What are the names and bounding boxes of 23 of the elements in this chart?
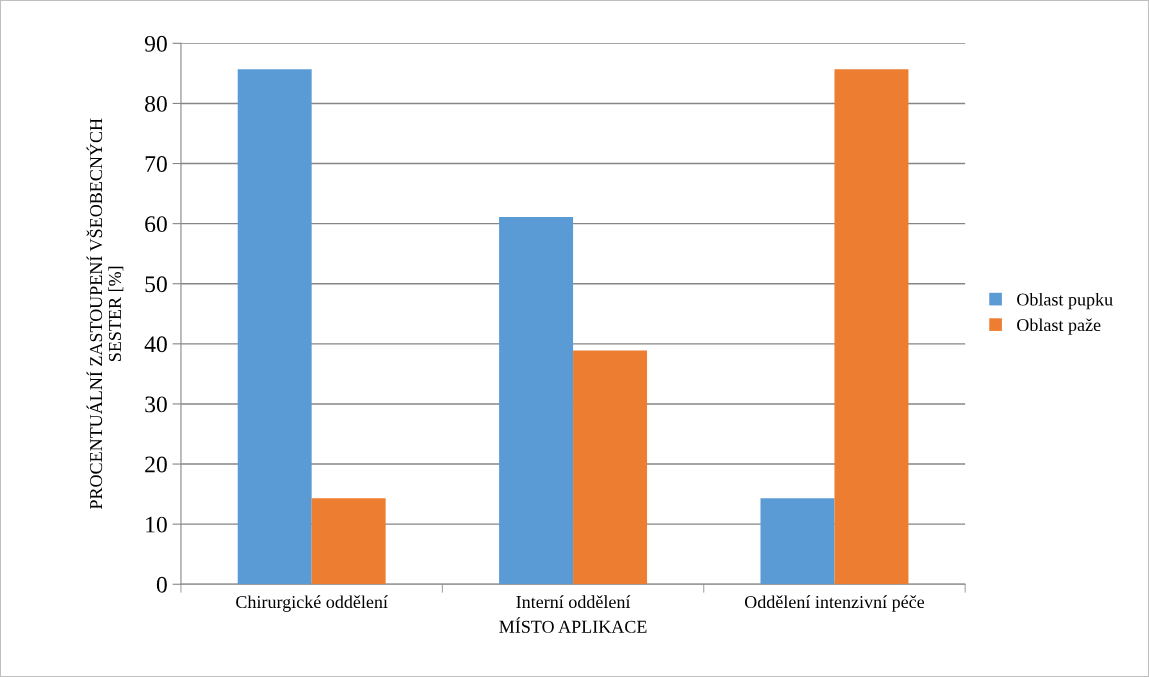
y-tick-label: 0 <box>156 576 167 593</box>
y-tick-label: 50 <box>145 276 167 293</box>
y-tick-label: 40 <box>144 336 167 353</box>
legend-label: Oblast paže <box>1017 318 1101 335</box>
bar <box>311 498 386 585</box>
x-tick-label: Chirurgické oddělení <box>236 595 388 612</box>
y-tick-label: 90 <box>144 35 167 52</box>
bar <box>499 217 574 585</box>
bar <box>573 350 648 585</box>
legend-label: Oblast pupku <box>1017 292 1113 310</box>
y-axis-title: PROCENTUÁLNÍ ZASTOUPENÍ VŠEOBECNÝCH SESTER [%] <box>86 118 124 510</box>
bar <box>760 498 835 585</box>
x-tick-label: Oddělení intenzivní péče <box>744 595 925 612</box>
y-tick-label: 60 <box>145 216 167 233</box>
y-tick-label: 20 <box>145 456 167 473</box>
bar <box>834 69 909 585</box>
x-axis-title: MÍSTO APLIKACE <box>499 617 647 633</box>
y-tick-label: 70 <box>145 156 167 172</box>
x-tick-label: Interní oddělení <box>516 595 631 609</box>
y-tick-label: 80 <box>145 95 167 112</box>
y-tick-label: 30 <box>145 396 167 413</box>
y-tick-label: 10 <box>146 516 167 533</box>
bar <box>237 69 312 585</box>
